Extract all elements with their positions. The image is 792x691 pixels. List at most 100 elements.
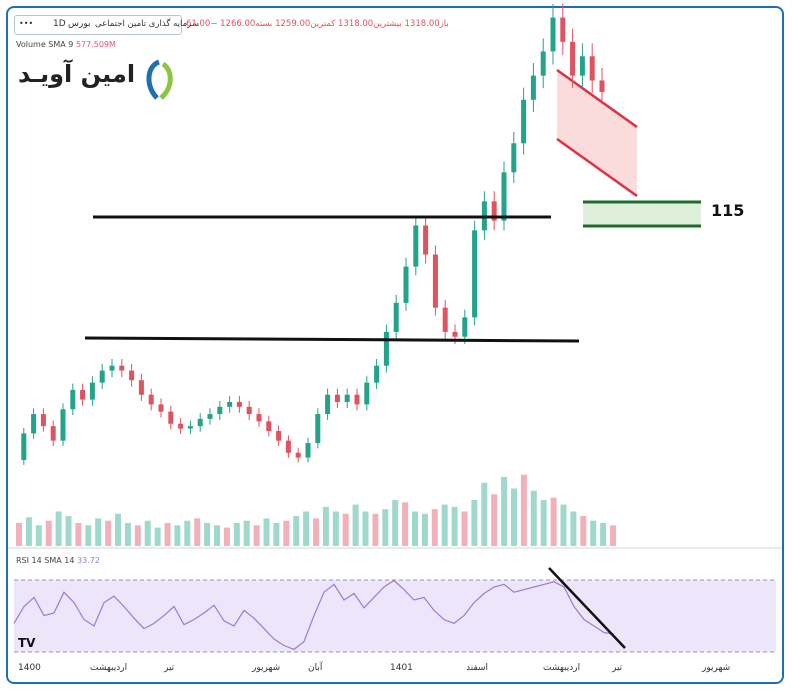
volume-bar	[55, 511, 62, 546]
volume-bar	[194, 518, 201, 546]
descending-channel	[557, 70, 637, 196]
candle-body	[31, 414, 37, 434]
volume-bar	[540, 500, 547, 546]
volume-bar	[223, 527, 230, 546]
volume-indicator-name: Volume SMA 9	[16, 40, 74, 49]
symbol-exchange: بورس	[68, 19, 91, 29]
volume-bar	[233, 523, 240, 546]
volume-bar	[511, 488, 517, 546]
volume-bar	[481, 482, 488, 546]
volume-bar	[382, 509, 389, 546]
volume-bar	[174, 525, 181, 546]
candle-body	[197, 418, 203, 427]
candle-body	[207, 414, 213, 419]
candle-body	[491, 201, 497, 221]
candle-body	[129, 370, 135, 381]
x-axis-tick-label: اردیبهشت	[90, 663, 128, 673]
volume-bar	[134, 525, 141, 546]
chart-frame	[6, 6, 784, 684]
candle-body	[295, 452, 301, 458]
volume-bar	[45, 520, 52, 546]
menu-icon[interactable]: •••	[19, 19, 34, 28]
candle-body	[403, 266, 409, 303]
volume-bar	[560, 504, 567, 546]
volume-bar	[16, 523, 22, 546]
candle-body	[60, 409, 66, 441]
volume-bar	[303, 511, 310, 546]
candle-body	[246, 406, 252, 415]
volume-bar	[451, 506, 458, 546]
candle-body	[462, 317, 468, 337]
x-axis-tick-label: اسفند	[466, 663, 489, 673]
volume-bar	[293, 516, 300, 546]
candle-body	[50, 426, 56, 441]
volume-bar	[421, 513, 428, 546]
volume-indicator-label: Volume SMA 9 577.509M	[16, 40, 116, 49]
candle-body	[423, 225, 429, 255]
volume-bar	[283, 520, 290, 546]
volume-bar	[204, 523, 211, 546]
volume-bar	[243, 520, 250, 546]
volume-bar	[332, 511, 339, 546]
volume-bar	[392, 500, 399, 546]
volume-bars	[16, 474, 616, 546]
candle-body	[472, 230, 478, 318]
volume-bar	[124, 523, 131, 546]
candle-body	[227, 401, 233, 407]
candle-body	[178, 423, 184, 429]
volume-bar	[144, 520, 151, 546]
candle-body	[354, 394, 360, 405]
candle-body	[40, 414, 46, 427]
symbol-interval: 1D	[53, 19, 66, 29]
volume-bar	[530, 490, 537, 546]
x-axis-tick-label: شهریور	[702, 663, 731, 673]
candle-body	[442, 307, 448, 332]
symbol-legend-box[interactable]: ••• بورس 1D سرمایه گذاری تامین اجتماعی	[14, 15, 199, 35]
volume-bar	[570, 511, 577, 546]
ohlc-readout: باز1318.00 بیشترین1318.00 کمترین1259.00 …	[186, 19, 449, 29]
volume-bar	[372, 513, 379, 546]
candle-body	[99, 370, 105, 383]
support-level-label: 115	[711, 201, 745, 220]
x-axis-tick-label: تیر	[164, 663, 175, 673]
candle-body	[148, 394, 154, 405]
volume-bar	[590, 520, 597, 546]
volume-bar	[105, 520, 112, 546]
candle-body	[109, 365, 115, 371]
volume-bar	[115, 513, 121, 546]
candle-body	[383, 331, 389, 366]
candle-body	[550, 17, 556, 52]
candle-body	[70, 389, 76, 410]
volume-bar	[35, 525, 42, 546]
x-axis-tick-label: 1401	[390, 663, 413, 673]
candle-body	[187, 426, 193, 429]
candle-body	[452, 331, 458, 337]
candle-body	[432, 254, 438, 308]
volume-bar	[263, 518, 270, 546]
volume-bar	[491, 494, 498, 546]
volume-bar	[352, 504, 359, 546]
volume-bar	[550, 497, 557, 546]
volume-bar	[362, 511, 369, 546]
rsi-band	[14, 580, 776, 652]
volume-bar	[164, 523, 171, 546]
candle-body	[236, 401, 242, 407]
channel-upper-line	[556, 68, 638, 129]
candle-body	[256, 414, 262, 422]
volume-indicator-value: 577.509M	[75, 40, 116, 49]
volume-bar	[95, 518, 102, 546]
candle-body	[21, 433, 27, 460]
x-axis-tick-label: تیر	[612, 663, 623, 673]
volume-bar	[501, 477, 508, 546]
candle-body	[413, 225, 419, 267]
volume-bar	[580, 516, 587, 546]
volume-bar	[471, 500, 478, 546]
candle-body	[344, 394, 350, 402]
candle-body	[325, 394, 331, 415]
candle-body	[501, 172, 507, 221]
x-axis-tick-label: شهریور	[252, 663, 281, 673]
support-line	[84, 336, 580, 343]
volume-bar	[461, 511, 468, 546]
candle-body	[560, 17, 566, 42]
